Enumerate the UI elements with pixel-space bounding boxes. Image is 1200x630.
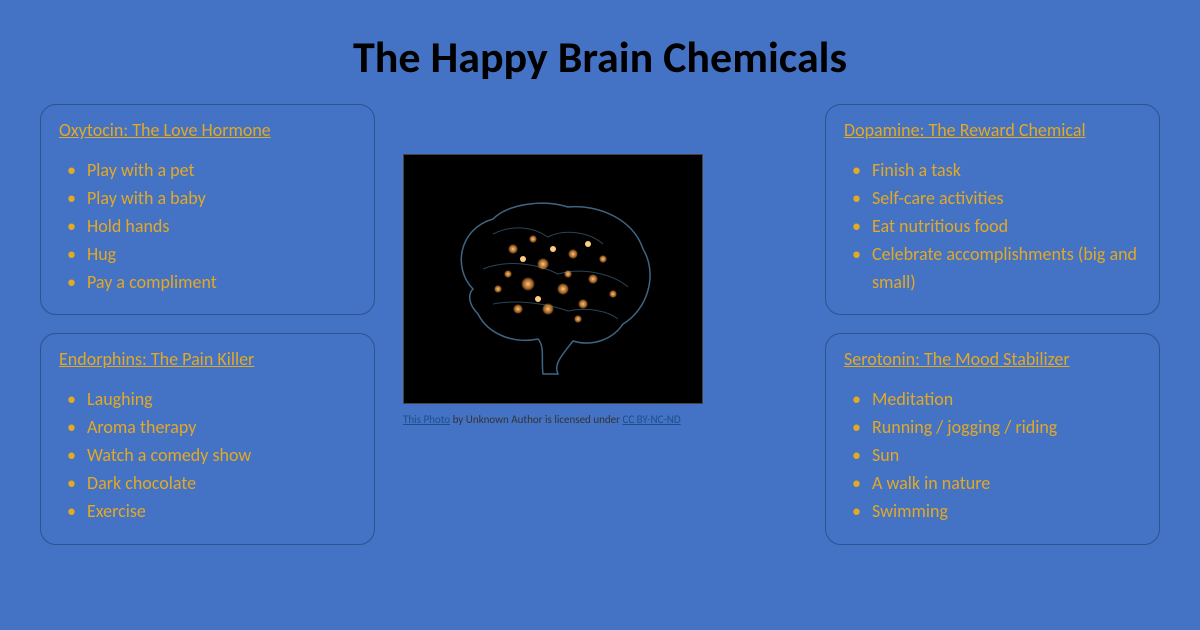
list-item: Hold hands — [67, 213, 356, 241]
dopamine-heading: Dopamine: The Reward Chemical — [844, 119, 1141, 141]
list-item: Self-care activities — [852, 185, 1141, 213]
endorphins-heading: Endorphins: The Pain Killer — [59, 348, 356, 370]
list-item: Watch a comedy show — [67, 442, 356, 470]
list-item: Laughing — [67, 386, 356, 414]
list-item: Exercise — [67, 498, 356, 526]
image-credit: This Photo by Unknown Author is licensed… — [403, 412, 681, 427]
brain-image — [403, 154, 703, 404]
credit-license-link[interactable]: CC BY-NC-ND — [622, 413, 680, 426]
list-item: Eat nutritious food — [852, 213, 1141, 241]
serotonin-heading: Serotonin: The Mood Stabilizer — [844, 348, 1141, 370]
credit-middle: by Unknown Author is licensed under — [450, 413, 622, 426]
list-item: Hug — [67, 241, 356, 269]
list-item: Pay a compliment — [67, 269, 356, 297]
right-column: Dopamine: The Reward Chemical Finish a t… — [825, 104, 1160, 624]
list-item: Running / jogging / riding — [852, 414, 1141, 442]
dopamine-box: Dopamine: The Reward Chemical Finish a t… — [825, 104, 1160, 315]
list-item: Celebrate accomplishments (big and small… — [852, 241, 1141, 297]
dopamine-list: Finish a task Self-care activities Eat n… — [844, 157, 1141, 296]
list-item: A walk in nature — [852, 470, 1141, 498]
list-item: Meditation — [852, 386, 1141, 414]
endorphins-box: Endorphins: The Pain Killer Laughing Aro… — [40, 333, 375, 544]
content-grid: Oxytocin: The Love Hormone Play with a p… — [0, 104, 1200, 624]
serotonin-box: Serotonin: The Mood Stabilizer Meditatio… — [825, 333, 1160, 544]
endorphins-list: Laughing Aroma therapy Watch a comedy sh… — [59, 386, 356, 525]
list-item: Sun — [852, 442, 1141, 470]
oxytocin-box: Oxytocin: The Love Hormone Play with a p… — [40, 104, 375, 315]
center-column: This Photo by Unknown Author is licensed… — [393, 104, 807, 624]
list-item: Finish a task — [852, 157, 1141, 185]
oxytocin-list: Play with a pet Play with a baby Hold ha… — [59, 157, 356, 296]
left-column: Oxytocin: The Love Hormone Play with a p… — [40, 104, 375, 624]
list-item: Dark chocolate — [67, 470, 356, 498]
brain-icon — [423, 179, 683, 379]
list-item: Swimming — [852, 498, 1141, 526]
list-item: Play with a pet — [67, 157, 356, 185]
page-title: The Happy Brain Chemicals — [0, 0, 1200, 104]
serotonin-list: Meditation Running / jogging / riding Su… — [844, 386, 1141, 525]
list-item: Aroma therapy — [67, 414, 356, 442]
oxytocin-heading: Oxytocin: The Love Hormone — [59, 119, 356, 141]
list-item: Play with a baby — [67, 185, 356, 213]
credit-photo-link[interactable]: This Photo — [403, 413, 450, 426]
